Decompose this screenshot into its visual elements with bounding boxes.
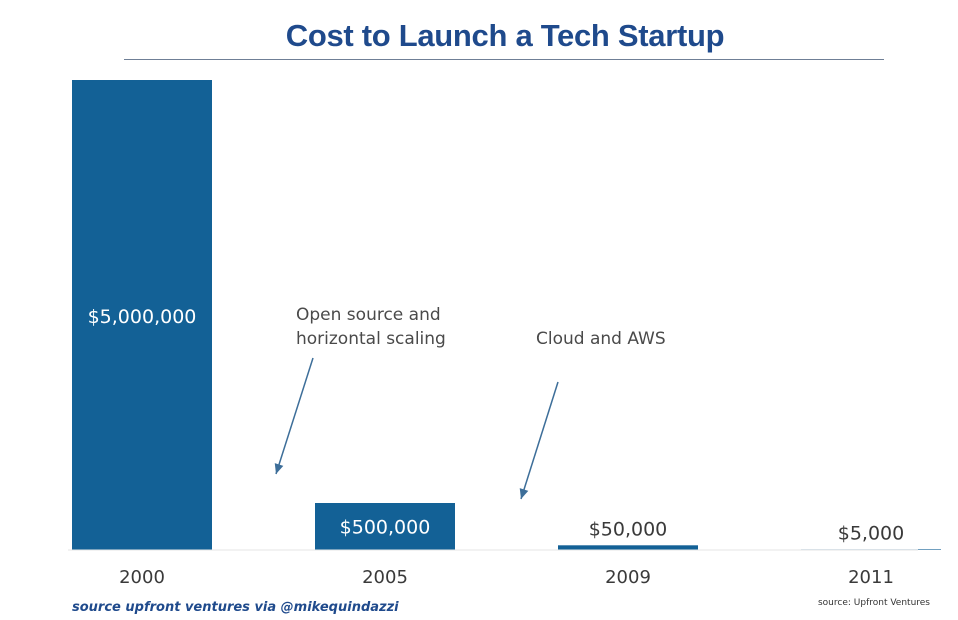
x-tick-2005: 2005 (362, 567, 408, 588)
annotation-arrow-1 (275, 357, 314, 475)
footnote-source-credit: source upfront ventures via @mikequindaz… (72, 600, 399, 615)
x-tick-2011: 2011 (848, 567, 894, 588)
annotation-text-2: Cloud and AWS (536, 329, 666, 349)
x-tick-2009: 2009 (605, 567, 651, 588)
x-tick-2000: 2000 (119, 567, 165, 588)
data-label-2005: $500,000 (340, 517, 431, 539)
x-tick-labels-group: 2000 2005 2009 2011 (119, 567, 894, 588)
footnote-source: source: Upfront Ventures (817, 598, 930, 608)
data-label-2011: $5,000 (838, 522, 904, 544)
annotation-arrow-2 (520, 381, 559, 500)
chart-title: Cost to Launch a Tech Startup (285, 18, 725, 53)
annotation-text-1: Open source and horizontal scaling (296, 305, 446, 349)
bar-2009 (558, 545, 698, 550)
bar-2000 (72, 80, 212, 550)
title-divider (124, 59, 884, 60)
data-label-2000: $5,000,000 (88, 306, 197, 328)
bars-group (72, 80, 941, 550)
data-labels-group: $5,000,000 $500,000 $50,000 $5,000 (88, 306, 905, 544)
data-label-2009: $50,000 (589, 518, 668, 540)
annotations-group: Open source and horizontal scaling Cloud a… (274, 305, 666, 500)
annotation-arrowhead-1 (274, 463, 284, 474)
bar-2005 (315, 503, 455, 550)
annotation-arrowhead-2 (519, 488, 529, 499)
